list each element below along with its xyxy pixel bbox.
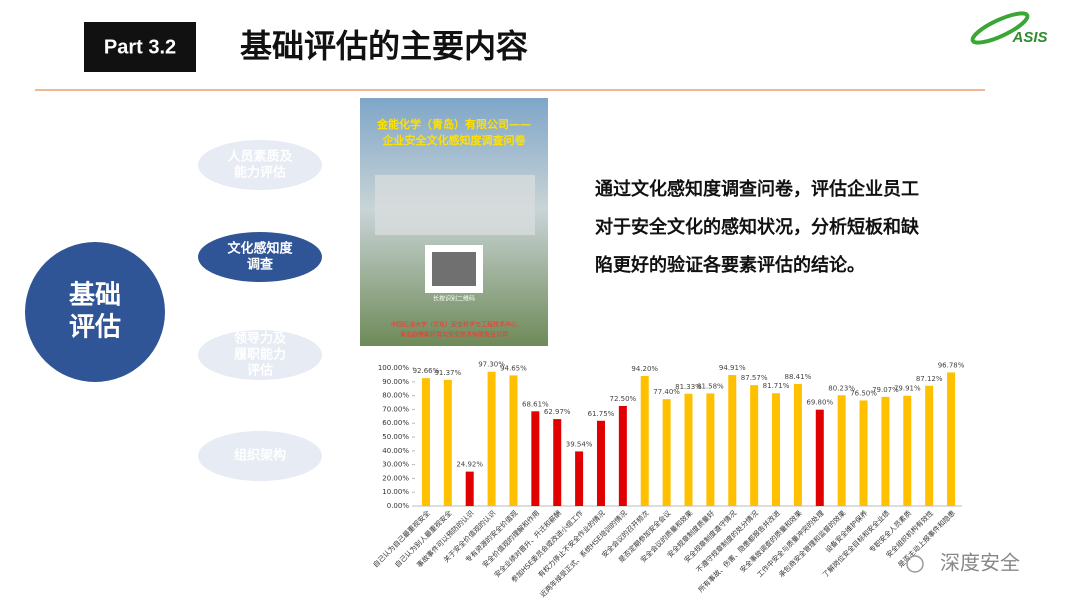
- value-label: 87.57%: [741, 374, 768, 382]
- center-label: 评估: [69, 313, 121, 343]
- y-tick-label: 60.00%: [382, 419, 409, 427]
- bar: [706, 393, 715, 506]
- bar: [815, 409, 824, 506]
- part-label: Part 3.2: [104, 36, 176, 58]
- bar: [618, 405, 627, 506]
- poster-footer: 中国石油大学（华东）安全科学与工程技术中心: [391, 321, 517, 329]
- bar: [728, 375, 737, 506]
- y-tick-label: 10.00%: [382, 488, 409, 496]
- value-label: 94.20%: [631, 365, 658, 373]
- poster-title: 金能化学（青岛）有限公司——: [376, 117, 531, 131]
- y-tick-label: 30.00%: [382, 461, 409, 469]
- menu-item: [198, 232, 322, 282]
- menu-item-label: 人员素质及: [227, 149, 293, 165]
- bar: [903, 395, 912, 506]
- menu-item-label: 组织架构: [234, 448, 286, 464]
- value-label: 39.54%: [566, 440, 593, 448]
- bar: [465, 471, 474, 506]
- bar: [947, 372, 956, 506]
- value-label: 81.58%: [697, 382, 724, 390]
- menu-item: [198, 431, 322, 481]
- qr-caption: 长按识别二维码: [433, 295, 475, 303]
- bar: [772, 393, 781, 506]
- value-label: 77.40%: [653, 388, 680, 396]
- bar: [509, 375, 518, 506]
- bar: [925, 385, 934, 506]
- y-tick-label: 40.00%: [382, 447, 409, 455]
- poster-text: 金能化学（青岛）有限公司—— 企业安全文化感知度调查问卷长按识别二维码中国石油大学…: [376, 117, 531, 339]
- bar: [531, 411, 540, 506]
- menu-item-label: 履职能力: [234, 347, 286, 363]
- menu-item-label: 评估: [247, 363, 273, 379]
- bar: [487, 371, 496, 506]
- value-label: 61.75%: [588, 410, 615, 418]
- value-label: 97.30%: [478, 361, 505, 369]
- bar: [750, 385, 759, 506]
- y-tick-label: 50.00%: [382, 433, 409, 441]
- bar: [421, 378, 430, 506]
- value-label: 80.23%: [828, 384, 855, 392]
- poster-building: [375, 175, 535, 235]
- value-label: 69.80%: [806, 399, 833, 407]
- bar: [859, 400, 868, 506]
- menu-item-label: 调查: [247, 257, 274, 273]
- description: 通过文化感知度调查问卷，评估企业员工对于安全文化的感知状况，分析短板和缺陷更好的…: [595, 178, 920, 276]
- bar: [553, 419, 562, 506]
- value-label: 72.50%: [610, 395, 637, 403]
- value-label: 92.66%: [413, 367, 440, 375]
- center-label: 基础: [69, 281, 121, 311]
- value-label: 62.97%: [544, 408, 571, 416]
- menu-item: [198, 330, 322, 380]
- qr-pattern: [432, 252, 476, 286]
- menu-item-label: 领导力及: [234, 331, 287, 347]
- watermark: 深度安全: [940, 551, 1020, 575]
- value-label: 79.91%: [894, 385, 921, 393]
- menu-item-label: 文化感知度: [227, 241, 293, 257]
- logo-swoosh: [970, 11, 1030, 45]
- watermark-icon: [906, 555, 924, 573]
- y-tick-label: 80.00%: [382, 392, 409, 400]
- value-label: 87.12%: [916, 375, 943, 383]
- value-label: 76.50%: [850, 389, 877, 397]
- y-tick-label: 0.00%: [387, 502, 410, 510]
- description-line: 通过文化感知度调查问卷，评估企业员工: [595, 178, 919, 200]
- chart: 0.00% 10.00% 20.00% 30.00% 40.00% 50.00% 60.00…: [371, 361, 965, 599]
- bar: [662, 399, 671, 506]
- value-label: 79.07%: [872, 386, 899, 394]
- value-label: 81.71%: [763, 382, 790, 390]
- bar: [793, 383, 802, 506]
- bar: [575, 451, 584, 506]
- value-label: 88.41%: [785, 373, 812, 381]
- value-label: 94.91%: [719, 364, 746, 372]
- bar: [640, 376, 649, 506]
- value-label: 24.92%: [456, 461, 483, 469]
- description-line: 对于安全文化的感知状况，分析短板和缺: [595, 216, 920, 238]
- bar: [596, 420, 605, 506]
- bar: [684, 393, 693, 506]
- center-circle: [25, 242, 165, 382]
- poster-footer: 青岛欧赛斯环境与安全技术有限责任公司: [400, 331, 508, 339]
- slide-title: 基础评估的主要内容: [240, 27, 528, 65]
- menu-item: [198, 140, 322, 190]
- bar: [837, 395, 846, 506]
- poster-title: 企业安全文化感知度调查问卷: [382, 133, 527, 147]
- y-tick-label: 20.00%: [382, 474, 409, 482]
- y-tick-label: 100.00%: [378, 364, 409, 372]
- part-badge: [84, 22, 196, 72]
- value-label: 94.65%: [500, 364, 527, 372]
- y-tick-label: 90.00%: [382, 378, 409, 386]
- value-label: 68.61%: [522, 400, 549, 408]
- logo-text: ASIS: [1011, 29, 1047, 46]
- menu-item-label: 能力评估: [234, 165, 286, 181]
- bar: [881, 396, 890, 506]
- value-label: 91.37%: [434, 369, 461, 377]
- y-tick-label: 70.00%: [382, 405, 409, 413]
- value-label: 81.33%: [675, 383, 702, 391]
- description-line: 陷更好的验证各要素评估的结论。: [595, 254, 865, 276]
- bar: [443, 379, 452, 506]
- value-label: 96.78%: [938, 361, 965, 369]
